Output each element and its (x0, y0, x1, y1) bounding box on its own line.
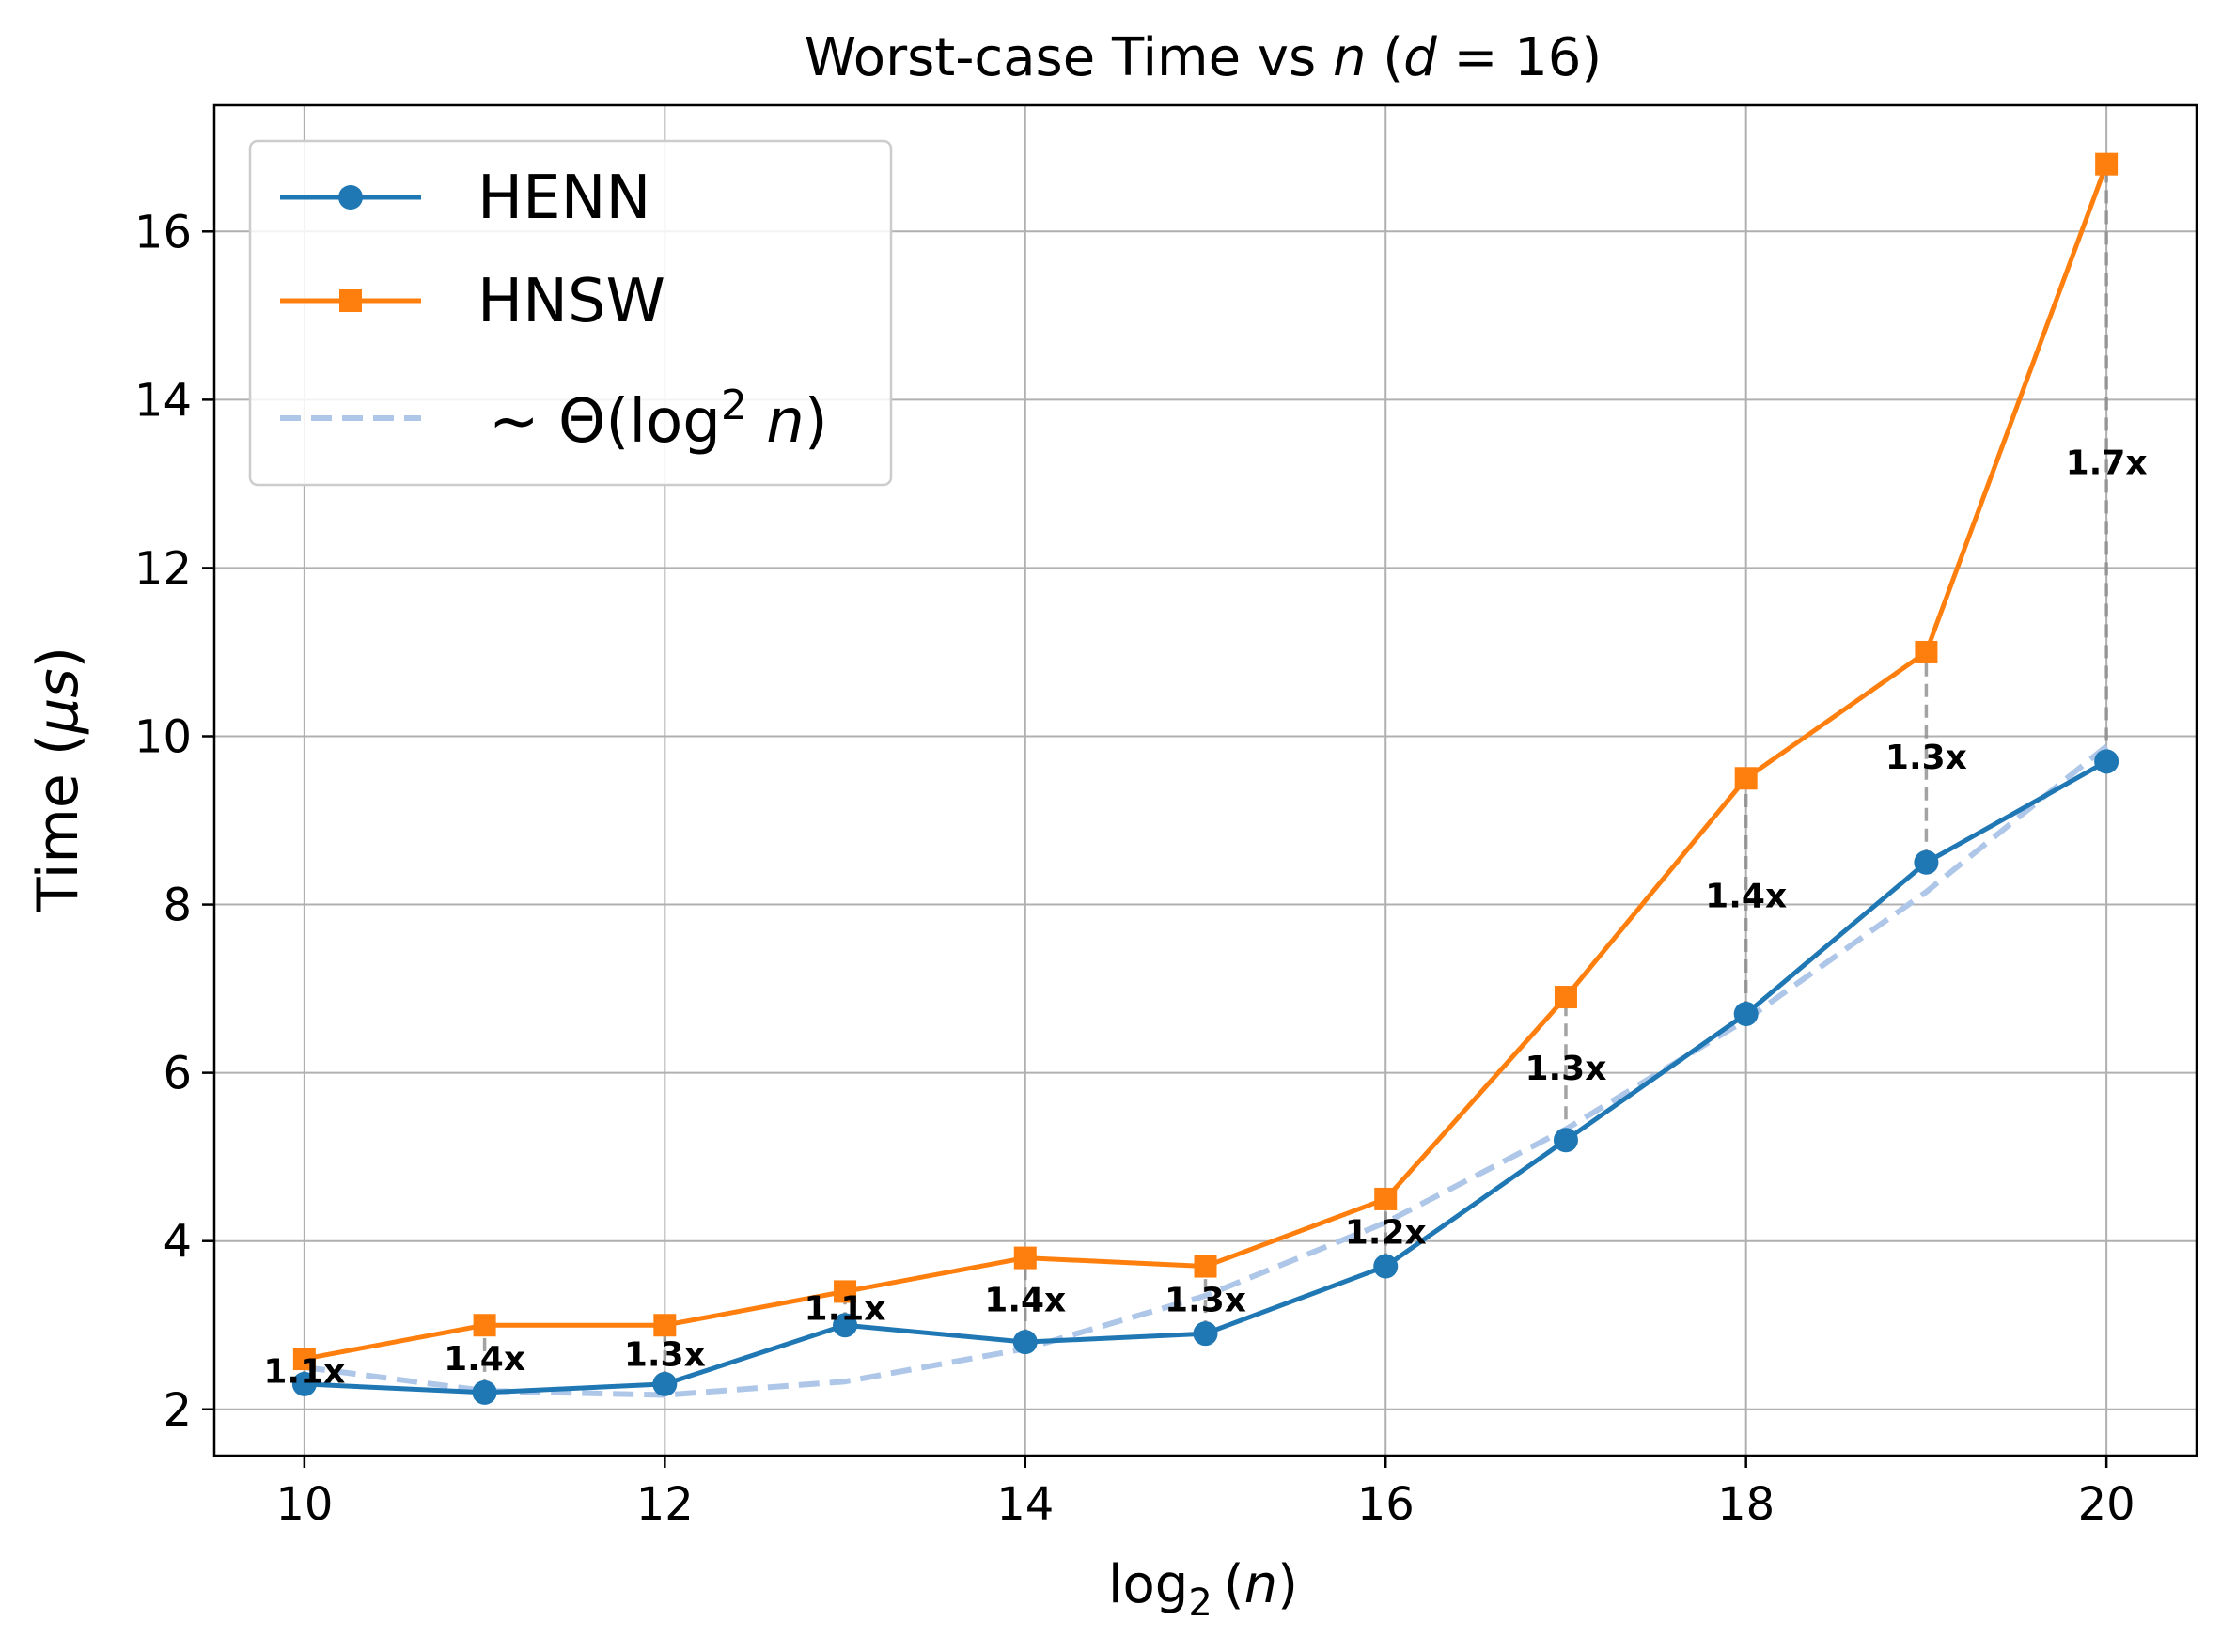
xlabel-part: log (1108, 1554, 1188, 1615)
legend-label-henn: HENN (477, 164, 650, 233)
ratio-labels: 1.1x 1.4x 1.3x 1.1x 1.4x 1.3x 1.2x 1.3x 1.4x 1.3x… (263, 444, 2147, 1392)
y-tick-label: 12 (134, 542, 192, 595)
ratio-label: 1.3x (1525, 1050, 1606, 1088)
henn-point (1553, 1128, 1578, 1153)
henn-point (1733, 1001, 1759, 1026)
henn-point (652, 1371, 678, 1396)
ratio-label: 1.2x (1345, 1214, 1427, 1253)
theta-part: ~ Θ(log (489, 387, 721, 457)
title-part: n (1333, 27, 1367, 88)
ylabel-part: Time ( (25, 734, 91, 912)
legend-label-theta: ~ Θ(log2 n) (489, 382, 828, 457)
legend-label-hnsw: HNSW (477, 267, 665, 336)
hnsw-point (1194, 1255, 1217, 1278)
x-tick-label: 10 (275, 1478, 333, 1531)
series-line (304, 743, 2109, 1398)
xlabel-part: n (1244, 1554, 1278, 1615)
hnsw-point (473, 1314, 496, 1337)
henn-point (1193, 1321, 1218, 1347)
ylabel-part: ) (25, 647, 91, 668)
ratio-label: 1.4x (1705, 878, 1787, 916)
xlabel-part: ( (1224, 1554, 1244, 1615)
hnsw-point (653, 1314, 677, 1337)
theta-part: n (766, 387, 805, 457)
xlabel-part: ) (1277, 1554, 1298, 1615)
henn-point (833, 1313, 858, 1338)
x-tick-label: 14 (996, 1478, 1054, 1531)
ratio-label: 1.7x (2066, 444, 2148, 483)
henn-point (1012, 1330, 1038, 1355)
ratio-label: 1.4x (444, 1340, 525, 1379)
x-tick-label: 16 (1357, 1478, 1415, 1531)
henn-point (2094, 749, 2119, 774)
hnsw-point (292, 1348, 316, 1371)
henn-point (1914, 849, 1939, 875)
y-axis-label: Time (μs) (25, 647, 91, 912)
y-tick-label: 14 (134, 374, 192, 427)
ratio-label: 1.3x (1885, 739, 1967, 777)
hnsw-point (1734, 767, 1758, 790)
legend-marker-henn (338, 185, 363, 210)
ratio-label: 1.1x (805, 1289, 886, 1328)
ticks: 10 12 14 16 18 20 2 4 6 8 10 12 14 16 (134, 206, 2135, 1531)
y-tick-label: 2 (163, 1384, 192, 1437)
legend-box (248, 139, 893, 487)
henn-point (291, 1371, 317, 1396)
series-layer (291, 152, 2119, 1405)
chart-title: Worst-case Time vs n (d = 16) (805, 27, 1603, 88)
hnsw-point (1013, 1246, 1037, 1270)
title-part: = 16) (1437, 27, 1603, 88)
legend-entry-henn: HENN (280, 164, 650, 233)
title-part: d (1403, 27, 1437, 88)
y-tick-label: 6 (163, 1048, 192, 1100)
y-tick-label: 4 (163, 1216, 192, 1269)
ratio-label: 1.3x (1165, 1281, 1246, 1319)
x-tick-label: 18 (1717, 1478, 1775, 1531)
y-tick-label: 16 (134, 206, 192, 258)
hnsw-point (2095, 152, 2119, 176)
y-tick-label: 10 (134, 710, 192, 763)
theta-superscript: 2 (721, 382, 747, 429)
legend-marker-hnsw (339, 289, 362, 312)
ratio-label: 1.1x (263, 1352, 345, 1391)
legend-entry-theta: ~ Θ(log2 n) (280, 382, 828, 457)
hnsw-point (1915, 640, 1938, 663)
x-tick-label: 12 (636, 1478, 694, 1531)
ylabel-part: μs (25, 668, 91, 734)
title-part: ( (1366, 27, 1403, 88)
xlabel-subscript: 2 (1188, 1582, 1212, 1625)
plot-frame (212, 103, 2198, 1457)
hnsw-point (1554, 986, 1577, 1009)
ratio-label: 1.3x (624, 1336, 706, 1375)
legend: HENN HNSW ~ Θ(log2 n) (248, 139, 893, 487)
henn-point (472, 1379, 497, 1405)
ratio-label: 1.4x (984, 1281, 1066, 1319)
theta-part (747, 387, 766, 457)
title-part: Worst-case Time vs (805, 27, 1333, 88)
x-tick-label: 20 (2078, 1478, 2135, 1531)
hnsw-point (834, 1280, 857, 1303)
hnsw-point (1374, 1187, 1398, 1210)
theta-part: ) (805, 387, 828, 457)
legend-entry-hnsw: HNSW (280, 267, 665, 336)
x-axis-label: log2 (n) (1108, 1554, 1298, 1625)
y-tick-label: 8 (163, 880, 192, 932)
henn-point (1373, 1254, 1399, 1279)
